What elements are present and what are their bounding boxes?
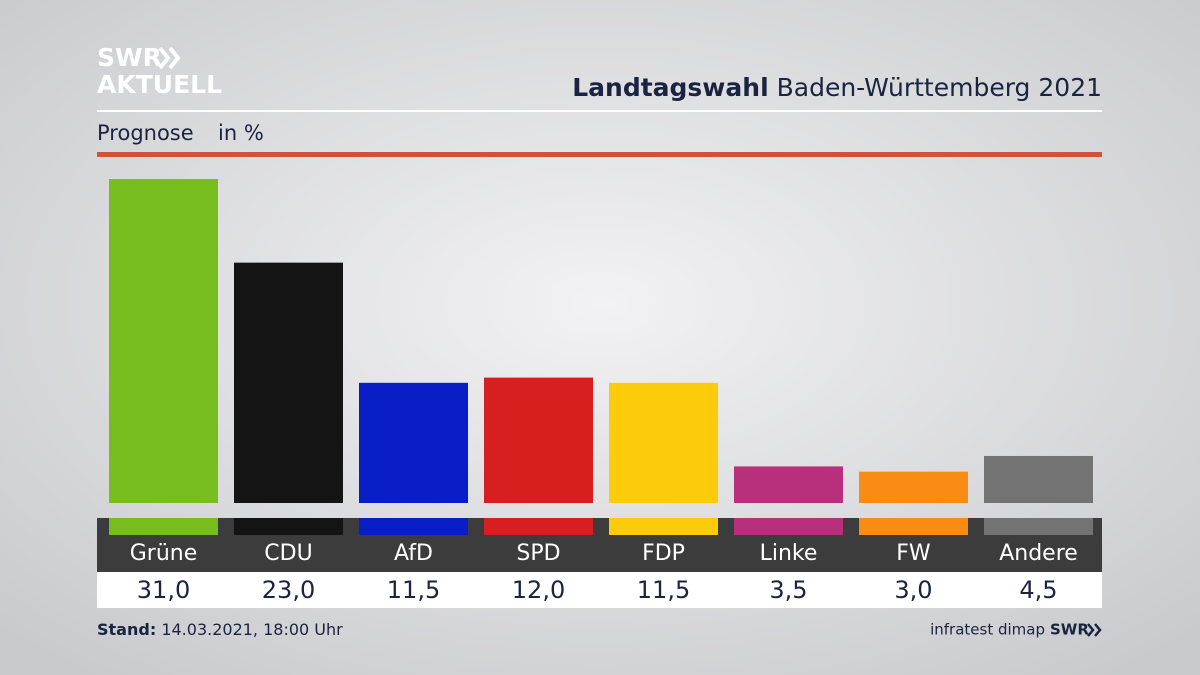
footer-stand: Stand: 14.03.2021, 18:00 Uhr (97, 620, 343, 639)
bar (859, 471, 968, 503)
value-label: 12,0 (512, 576, 565, 604)
brand-arrows (1087, 623, 1102, 637)
category-label: Linke (760, 541, 818, 566)
value-band (97, 572, 1102, 608)
value-label: 23,0 (262, 576, 315, 604)
stand-label: Stand: (97, 620, 156, 639)
value-label: 3,0 (894, 576, 932, 604)
bar (734, 466, 843, 503)
category-label: AfD (394, 541, 433, 566)
logo-arrows (158, 46, 181, 70)
value-label: 3,5 (769, 576, 807, 604)
value-label: 11,5 (387, 576, 440, 604)
footer-brand: SWR (1050, 621, 1089, 639)
title-bold: Landtagswahl (572, 73, 768, 102)
color-strip (109, 518, 218, 535)
value-label: 4,5 (1019, 576, 1057, 604)
category-label: FDP (642, 541, 685, 566)
color-strip (734, 518, 843, 535)
unit: in % (218, 121, 264, 145)
logo-aktuell: AKTUELL (97, 70, 222, 99)
bar (609, 382, 718, 503)
color-strip (984, 518, 1093, 535)
category-label: CDU (264, 541, 312, 566)
stand-date: 14.03.2021, 18:00 Uhr (161, 620, 343, 639)
category-label: SPD (516, 541, 560, 566)
bar (484, 377, 593, 503)
value-label: 31,0 (137, 576, 190, 604)
category-label: Andere (999, 541, 1078, 566)
accent-rule (97, 152, 1102, 157)
logo-swr: SWR (97, 43, 162, 72)
color-strip (859, 518, 968, 535)
color-strip (484, 518, 593, 535)
category-label: FW (896, 541, 931, 566)
title-rest: Baden-Württemberg 2021 (777, 73, 1102, 102)
color-strip (609, 518, 718, 535)
color-strip (359, 518, 468, 535)
bar (109, 179, 218, 504)
value-label: 11,5 (637, 576, 690, 604)
color-strip (234, 518, 343, 535)
chart-title: Landtagswahl Baden-Württemberg 2021 (572, 73, 1102, 102)
category-label: Grüne (130, 541, 198, 566)
source: infratest dimap (930, 621, 1045, 639)
bar (984, 455, 1093, 503)
bar (359, 382, 468, 503)
bar (234, 262, 343, 503)
subtitle: Prognose (97, 121, 194, 145)
